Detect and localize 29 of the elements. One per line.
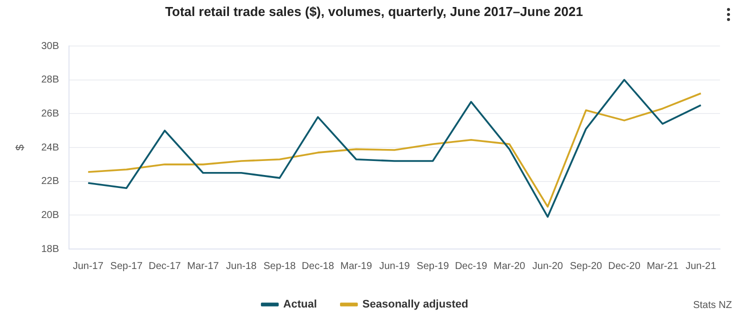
x-tick-label: Dec-19 xyxy=(454,260,488,272)
y-tick-label: 20B xyxy=(41,210,60,221)
x-tick-label: Jun-17 xyxy=(72,260,104,272)
text: Stats NZ xyxy=(693,300,732,311)
x-tick-label: Sep-17 xyxy=(110,260,143,272)
x-tick-label: Dec-18 xyxy=(302,260,334,272)
x-tick-label: Sep-18 xyxy=(263,260,296,272)
y-tick-label: 28B xyxy=(41,74,60,86)
x-tick-label: Sep-20 xyxy=(570,260,603,272)
x-tick-label: Jun-19 xyxy=(379,260,410,272)
x-tick-label: Mar-20 xyxy=(494,260,526,272)
legend-label: Seasonally adjusted xyxy=(362,298,468,311)
y-tick-label: 30B xyxy=(41,40,60,52)
x-tick-label: Jun-18 xyxy=(226,260,258,272)
y-tick-label: 26B xyxy=(41,108,60,120)
y-tick-label: 18B xyxy=(41,244,60,255)
x-tick-label: Mar-17 xyxy=(187,260,220,272)
chart-title: Total retail trade sales ($), volumes, quarterly, June 2017–June 2021 xyxy=(164,4,584,19)
x-tick-label: Mar-19 xyxy=(340,260,372,272)
legend-label: Actual xyxy=(283,298,317,311)
y-tick-label: 24B xyxy=(41,142,60,154)
x-tick-label: Sep-19 xyxy=(416,260,450,272)
y-axis-title: $ xyxy=(14,144,27,151)
x-tick-label: Mar-21 xyxy=(646,260,679,272)
y-tick-label: 22B xyxy=(41,176,60,188)
x-tick-label: Dec-17 xyxy=(148,260,182,272)
x-tick-label: Jun-20 xyxy=(532,260,564,272)
x-tick-label: Dec-20 xyxy=(608,260,641,272)
x-tick-label: Jun-21 xyxy=(686,260,717,272)
